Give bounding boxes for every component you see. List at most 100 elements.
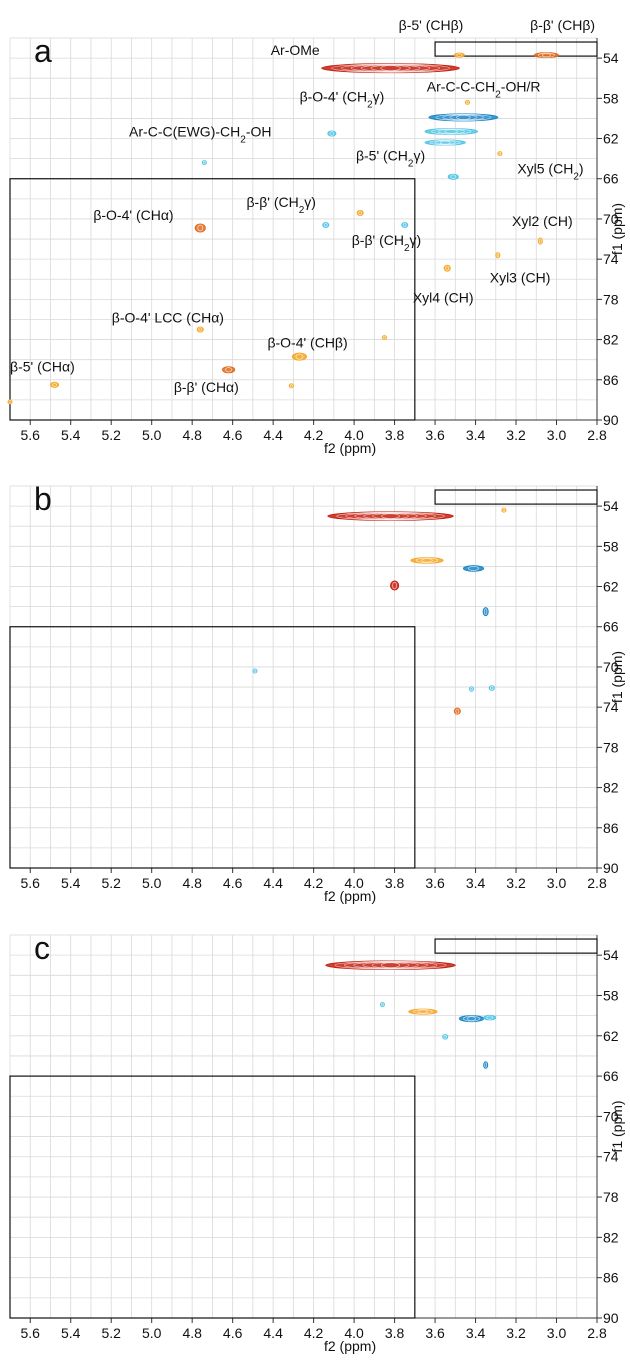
peak xyxy=(464,99,470,105)
y-tick-label: 62 xyxy=(603,1028,619,1044)
x-tick-label: 5.2 xyxy=(101,1325,121,1341)
peak xyxy=(410,557,444,564)
peak-contour xyxy=(410,557,444,564)
x-tick-label: 3.8 xyxy=(385,427,405,443)
y-axis-label: f1 (ppm) xyxy=(609,1100,625,1152)
peak-contour-ring xyxy=(490,686,494,691)
peak xyxy=(483,1014,497,1021)
peak-annotation: Xyl2 (CH) xyxy=(512,213,573,229)
x-tick-label: 3.0 xyxy=(547,875,567,891)
peak-contour-ring xyxy=(537,52,555,58)
x-tick-label: 4.2 xyxy=(304,1325,324,1341)
peak-contour-ring xyxy=(381,1002,384,1007)
peak xyxy=(291,352,308,361)
x-tick-label: 3.6 xyxy=(425,1325,445,1341)
peak-contour-ring xyxy=(449,114,478,121)
x-tick-label: 5.0 xyxy=(142,875,162,891)
region-box xyxy=(9,178,416,421)
x-tick-label: 4.0 xyxy=(344,427,364,443)
peak-annotation: Xyl3 (CH) xyxy=(490,269,551,285)
x-tick-label: 3.2 xyxy=(506,427,526,443)
y-tick-label: 90 xyxy=(603,1310,619,1326)
peak-contour-ring xyxy=(381,513,400,519)
peak-annotation: β-O-4' LCC (CHα) xyxy=(112,309,224,325)
peak-contour-ring xyxy=(442,114,485,121)
x-axis-label: f2 (ppm) xyxy=(324,440,376,456)
peak-contour-ring xyxy=(445,265,450,271)
peak xyxy=(453,707,461,715)
peak-contour-ring xyxy=(225,367,232,373)
panel-label: c xyxy=(34,930,50,966)
peak xyxy=(321,63,460,74)
x-tick-label: 2.8 xyxy=(587,427,607,443)
y-axis-label: f1 (ppm) xyxy=(609,203,625,255)
grid xyxy=(9,485,598,869)
y-tick-label: 82 xyxy=(603,780,619,796)
x-tick-label: 5.4 xyxy=(61,875,81,891)
x-tick-label: 5.6 xyxy=(21,1325,41,1341)
peak-contour-ring xyxy=(202,160,206,165)
peak xyxy=(424,139,466,146)
peak xyxy=(501,507,507,513)
peak-contour-ring xyxy=(466,100,469,105)
y-tick-label: 54 xyxy=(603,498,619,514)
peak-annotation: β-O-4' (CHβ) xyxy=(267,335,347,351)
peak xyxy=(288,383,294,389)
x-tick-label: 3.0 xyxy=(547,427,567,443)
y-tick-label: 58 xyxy=(603,987,619,1003)
y-tick-label: 74 xyxy=(603,1149,619,1165)
grid xyxy=(9,934,598,1319)
x-tick-label: 3.2 xyxy=(506,1325,526,1341)
peak-contour-ring xyxy=(502,508,506,512)
y-tick-label: 74 xyxy=(603,699,619,715)
peak-annotation: β-O-4' (CH2γ) xyxy=(300,88,385,110)
peak xyxy=(408,1008,438,1015)
peak-contour-ring xyxy=(541,53,551,58)
peak xyxy=(252,668,258,674)
peak-contour-ring xyxy=(455,708,460,714)
y-tick-label: 70 xyxy=(603,211,619,227)
peak xyxy=(483,1061,489,1069)
x-tick-label: 3.8 xyxy=(385,1325,405,1341)
peak xyxy=(325,960,456,971)
peak xyxy=(356,209,364,216)
region-box xyxy=(434,489,598,505)
y-tick-label: 86 xyxy=(603,820,619,836)
x-tick-label: 5.6 xyxy=(21,427,41,443)
x-tick-label: 3.4 xyxy=(466,427,486,443)
peak-contour-ring xyxy=(380,65,401,72)
peak-annotation: β-β' (CH2γ) xyxy=(247,194,316,216)
peak xyxy=(462,565,485,572)
y-tick-label: 70 xyxy=(603,1108,619,1124)
peak xyxy=(7,399,13,405)
x-tick-label: 4.8 xyxy=(182,427,202,443)
peak-contour-ring xyxy=(456,114,471,120)
peak-contour-ring xyxy=(380,962,401,969)
peak-contour-ring xyxy=(463,1015,480,1022)
peak xyxy=(533,52,560,59)
peak xyxy=(537,237,543,245)
peak xyxy=(447,173,459,180)
peak-annotation: β-β' (CHα) xyxy=(174,379,239,395)
region-box xyxy=(9,1075,416,1319)
y-tick-label: 70 xyxy=(603,659,619,675)
peak xyxy=(222,366,236,374)
y-tick-label: 66 xyxy=(603,1068,619,1084)
peak-annotation: Xyl5 (CH2) xyxy=(517,161,583,183)
peak xyxy=(327,511,454,521)
y-tick-label: 82 xyxy=(603,1229,619,1245)
x-axis-label: f2 (ppm) xyxy=(324,1338,376,1354)
peak-contour-ring xyxy=(484,608,488,616)
x-tick-label: 4.6 xyxy=(223,427,243,443)
y-tick-label: 58 xyxy=(603,90,619,106)
y-tick-label: 86 xyxy=(603,1270,619,1286)
peak-contour xyxy=(424,127,479,136)
x-tick-label: 3.4 xyxy=(466,875,486,891)
peak-annotation: β-5' (CHα) xyxy=(10,359,75,375)
peak-contour-ring xyxy=(467,1016,476,1022)
peak xyxy=(194,223,206,233)
region-box xyxy=(9,626,416,869)
peak-contour-ring xyxy=(417,1009,428,1014)
peak-contour-ring xyxy=(437,128,465,135)
